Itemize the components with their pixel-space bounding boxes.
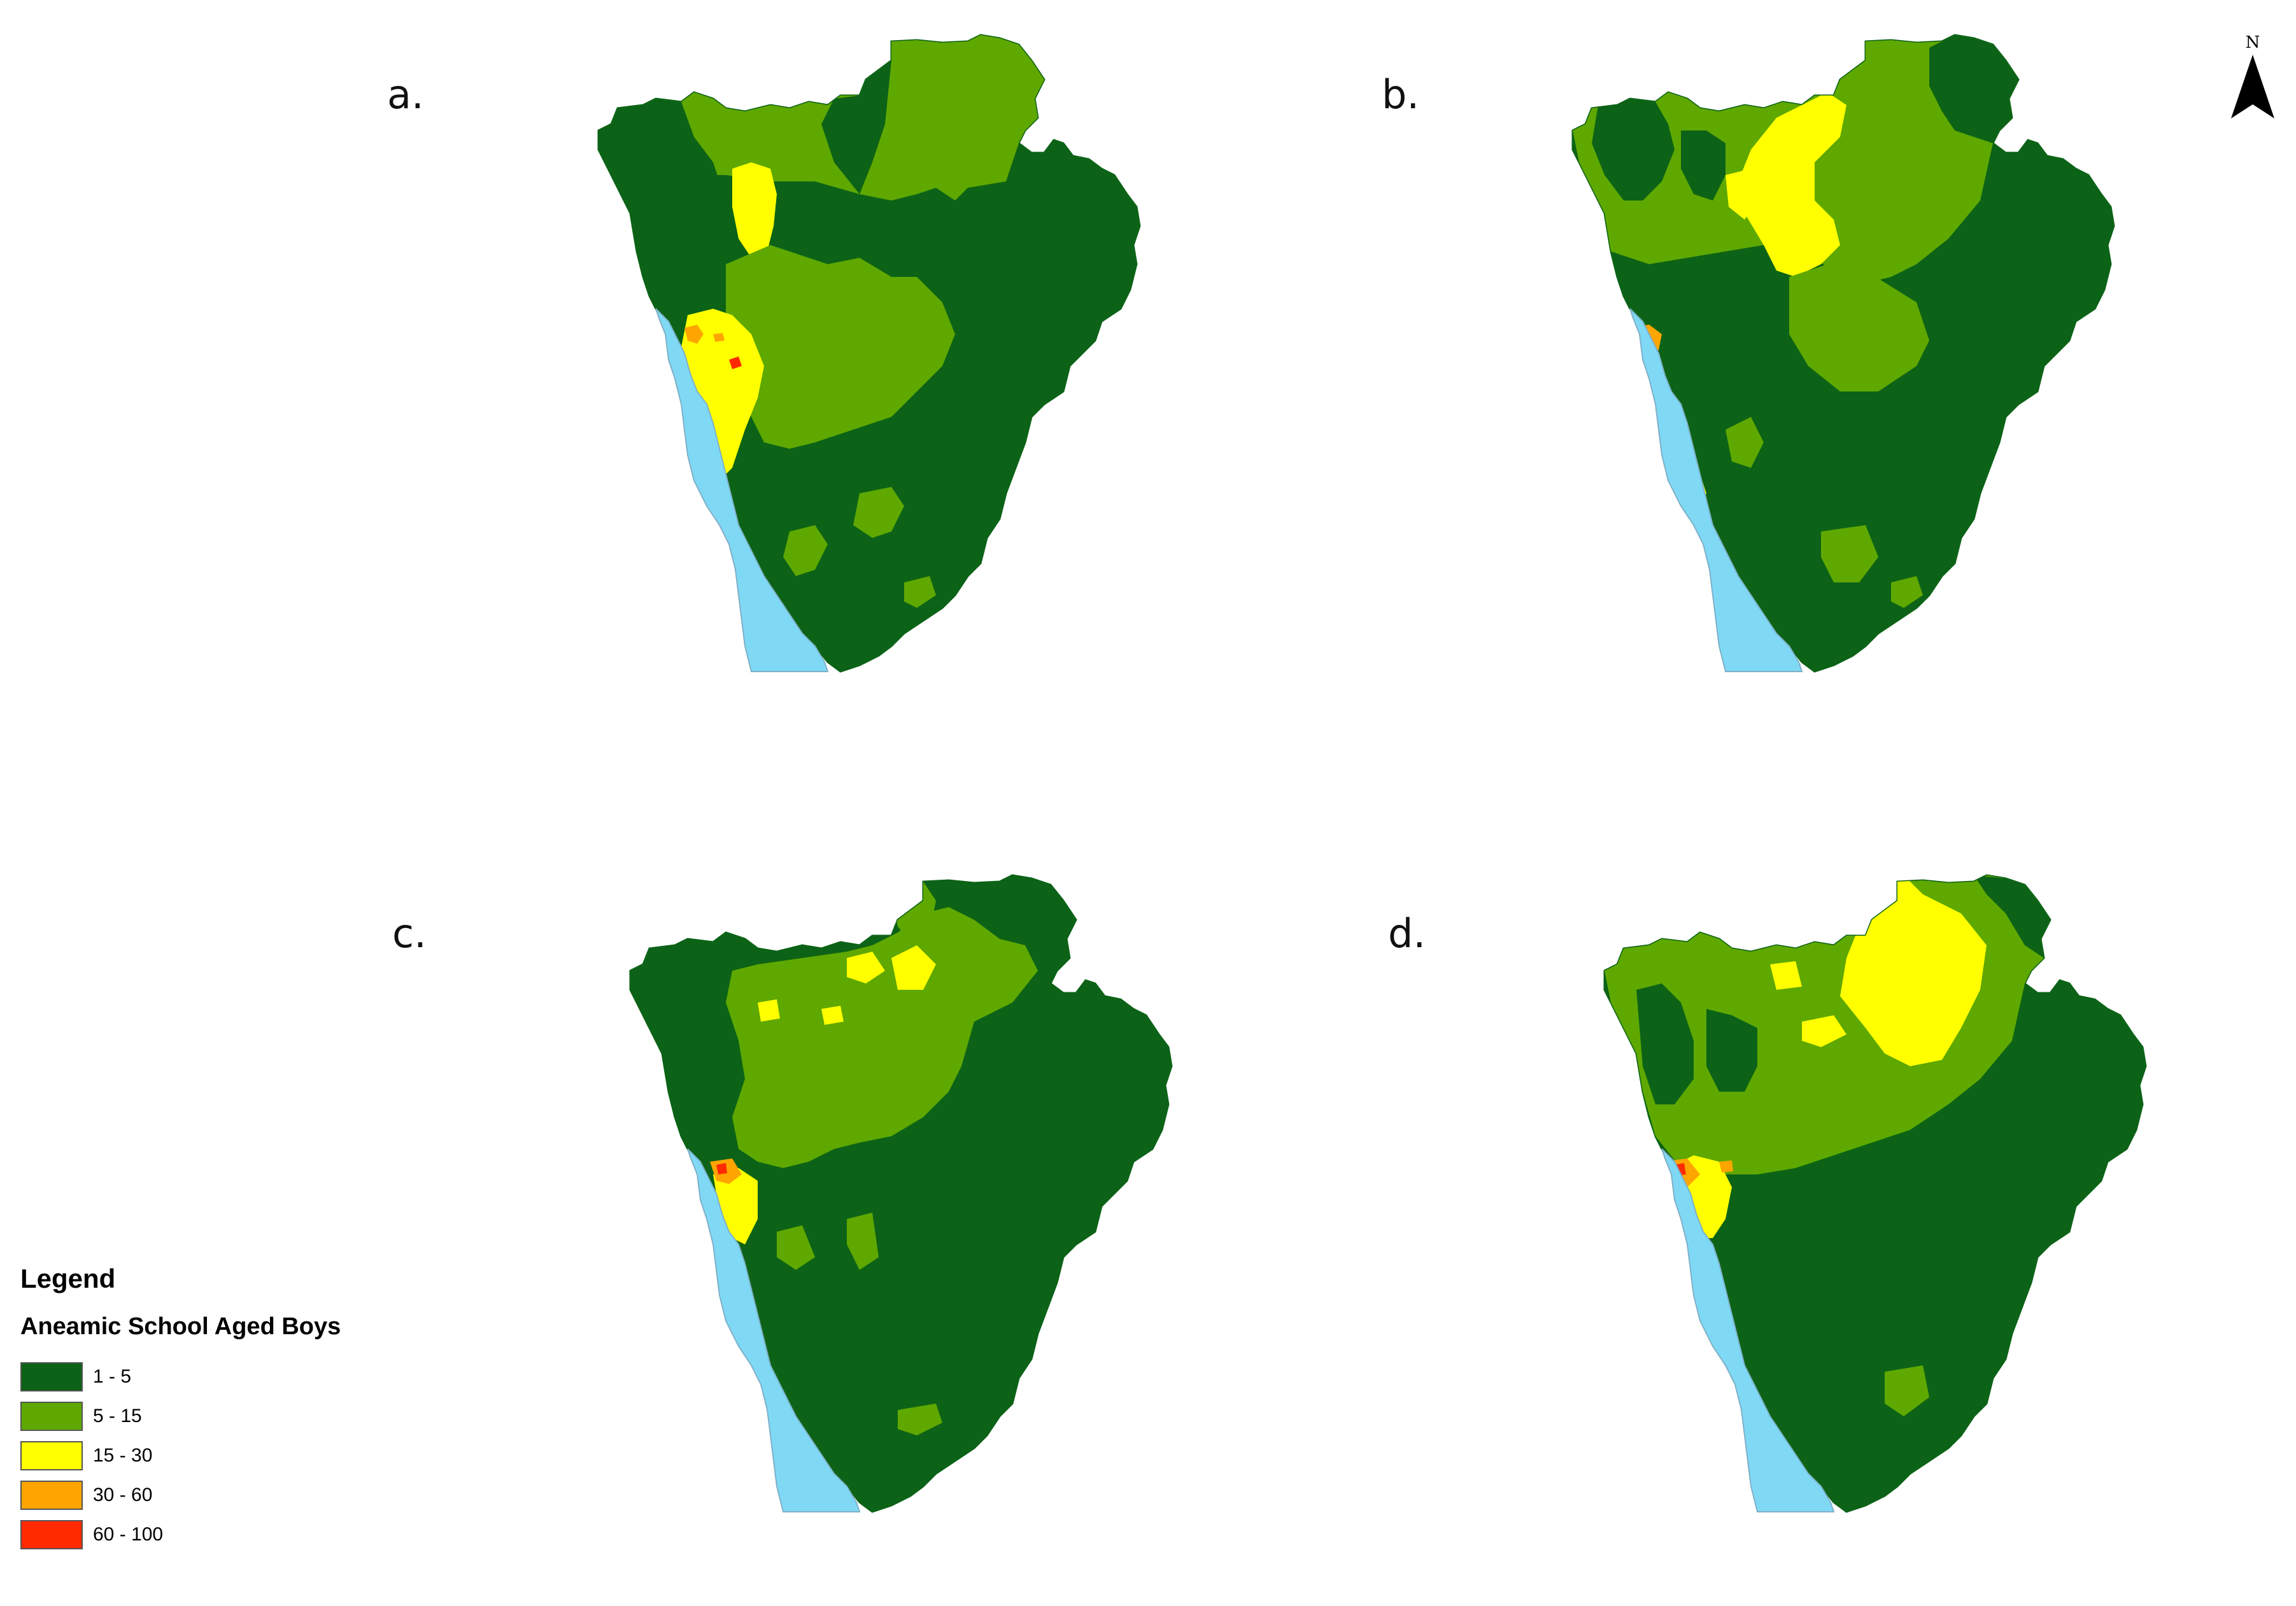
risk-zone — [713, 1168, 758, 1244]
risk-zone — [1891, 576, 1923, 608]
legend-label: 60 - 100 — [93, 1524, 164, 1545]
north-arrow-icon — [2231, 55, 2274, 118]
legend-item: 30 - 60 — [20, 1476, 466, 1515]
lake-tanganyika — [1661, 1148, 1835, 1512]
risk-zone — [1974, 875, 2050, 958]
risk-zone — [726, 245, 955, 449]
lake-tanganyika — [655, 308, 829, 672]
legend-item: 1 - 5 — [20, 1357, 466, 1397]
risk-zone — [1573, 950, 1584, 962]
lake-tanganyika — [1629, 308, 1803, 672]
map-panel-a — [560, 34, 1197, 735]
risk-zone — [898, 1404, 942, 1435]
risk-zone — [1770, 961, 1802, 990]
map-panel-b — [1534, 34, 2171, 735]
risk-zone — [783, 525, 828, 576]
legend-subtitle: Aneamic School Aged Boys — [20, 1313, 341, 1340]
panel-label-a: a. — [387, 71, 424, 118]
risk-zone — [1681, 130, 1726, 201]
legend-label: 15 - 30 — [93, 1445, 153, 1466]
risk-zone — [847, 952, 885, 983]
risk-zone — [1929, 35, 2018, 143]
risk-zone — [1738, 92, 1846, 277]
risk-zone — [853, 487, 904, 538]
panel-label-b: b. — [1382, 71, 1420, 118]
risk-zone — [1719, 1160, 1733, 1173]
risk-zone — [713, 333, 725, 342]
risk-zone — [599, 99, 726, 321]
risk-zone — [1636, 983, 1694, 1104]
risk-zone — [777, 1225, 815, 1270]
risk-zone — [1789, 264, 1929, 391]
map-panel-c — [592, 874, 1229, 1575]
north-label: N — [2245, 33, 2260, 52]
risk-zone — [684, 325, 704, 344]
legend-swatch — [20, 1362, 83, 1391]
legend-label: 30 - 60 — [93, 1484, 153, 1505]
risk-zone — [1706, 1009, 1757, 1092]
map-svg-a — [597, 34, 1141, 673]
north-arrow: N — [2229, 33, 2277, 125]
risk-zone — [1885, 1365, 1929, 1416]
map-svg-d — [1573, 874, 2147, 1513]
legend-title: Legend — [20, 1264, 116, 1293]
risk-zone — [891, 945, 936, 990]
risk-zone — [1840, 875, 1987, 1066]
risk-zone — [732, 162, 777, 258]
risk-zone — [758, 999, 780, 1022]
risk-zone — [729, 356, 742, 369]
risk-zone — [821, 60, 891, 194]
risk-zone — [847, 1213, 879, 1270]
risk-zone — [716, 1163, 727, 1174]
legend-item: 60 - 100 — [20, 1515, 466, 1554]
legend-label: 5 - 15 — [93, 1405, 142, 1426]
legend-swatch — [20, 1481, 83, 1510]
panel-label-d: d. — [1388, 910, 1426, 957]
map-panel-d — [1566, 874, 2203, 1575]
map-svg-b — [1571, 34, 2115, 673]
legend-swatch — [20, 1441, 83, 1470]
legend-item: 15 - 30 — [20, 1436, 466, 1476]
legend-swatch — [20, 1402, 83, 1431]
risk-zone — [1802, 1015, 1846, 1047]
risk-zone — [904, 576, 936, 608]
legend: Legend Aneamic School Aged Boys 1 - 5 5 … — [20, 1264, 466, 1554]
risk-zone — [726, 907, 1038, 1168]
risk-zone — [821, 1006, 844, 1025]
legend-label: 1 - 5 — [93, 1366, 132, 1387]
risk-zone — [1821, 525, 1878, 582]
risk-zone — [681, 309, 764, 481]
legend-item: 5 - 15 — [20, 1397, 466, 1436]
risk-zone — [1592, 99, 1675, 201]
risk-zone — [1726, 169, 1757, 220]
legend-swatch — [20, 1520, 83, 1549]
panel-label-c: c. — [392, 910, 427, 957]
lake-tanganyika — [687, 1148, 861, 1512]
map-svg-c — [629, 874, 1173, 1513]
risk-zone — [1726, 417, 1764, 468]
